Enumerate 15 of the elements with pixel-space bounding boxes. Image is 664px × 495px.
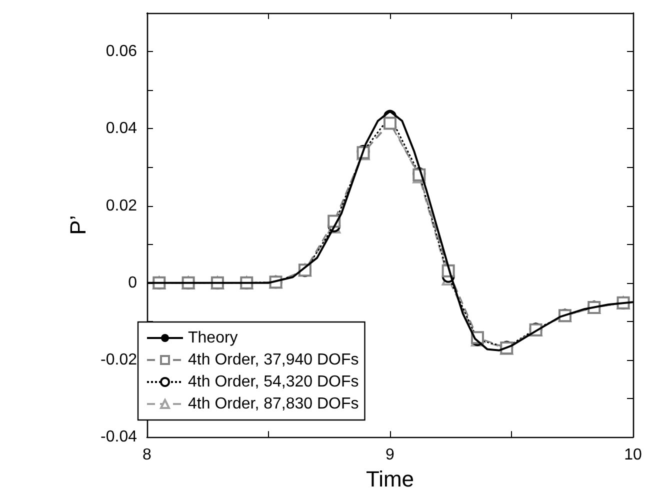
legend-label: 4th Order, 54,320 DOFs	[188, 374, 359, 390]
y-tick-label: 0.04	[106, 120, 138, 138]
y-tick-label: 0.02	[106, 197, 138, 214]
legend-label: Theory	[188, 330, 238, 346]
y-axis-title: P’	[66, 215, 90, 235]
x-tick-label: 10	[624, 446, 642, 464]
x-tick-label: 8	[142, 446, 152, 464]
x-tick-label: 9	[386, 446, 395, 464]
x-axis-title: Time	[366, 466, 414, 492]
y-tick-label: -0.02	[100, 351, 138, 368]
y-tick-label: -0.04	[100, 428, 138, 446]
y-tick-label: 0.06	[106, 43, 138, 60]
legend-label: 4th Order, 87,830 DOFs	[188, 396, 359, 412]
y-tick-label: 0	[128, 274, 138, 292]
legend-label: 4th Order, 37,940 DOFs	[188, 352, 359, 368]
